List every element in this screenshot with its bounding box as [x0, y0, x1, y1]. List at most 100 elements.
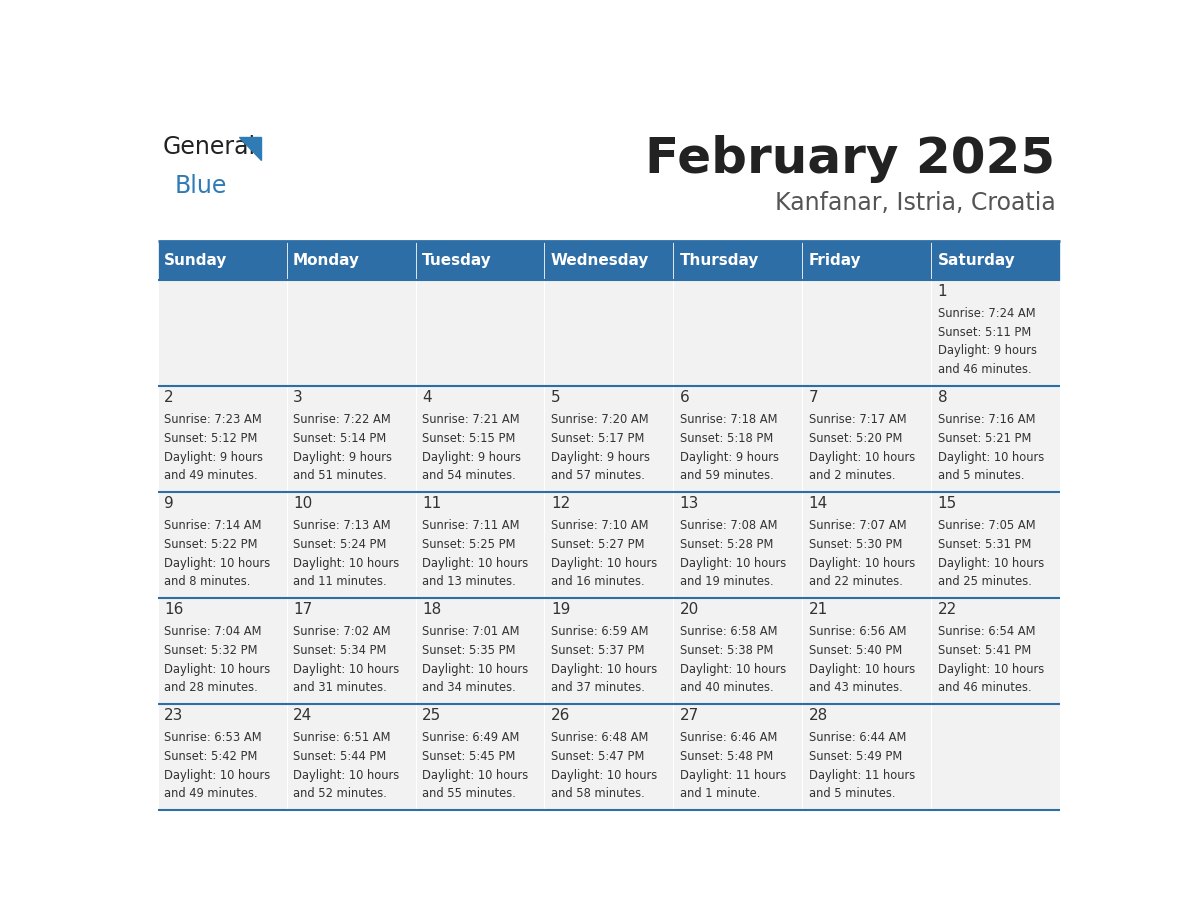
- Text: 3: 3: [293, 390, 303, 405]
- Text: and 8 minutes.: and 8 minutes.: [164, 575, 251, 588]
- Text: Daylight: 10 hours: Daylight: 10 hours: [422, 768, 529, 781]
- Text: Sunrise: 7:20 AM: Sunrise: 7:20 AM: [551, 413, 649, 426]
- Text: Sunset: 5:42 PM: Sunset: 5:42 PM: [164, 750, 258, 763]
- Text: and 59 minutes.: and 59 minutes.: [680, 469, 773, 482]
- Text: and 52 minutes.: and 52 minutes.: [293, 787, 387, 800]
- FancyBboxPatch shape: [416, 492, 544, 598]
- Text: 28: 28: [809, 708, 828, 723]
- Text: and 46 minutes.: and 46 minutes.: [937, 681, 1031, 694]
- Text: and 11 minutes.: and 11 minutes.: [293, 575, 386, 588]
- Text: and 34 minutes.: and 34 minutes.: [422, 681, 516, 694]
- Text: Daylight: 10 hours: Daylight: 10 hours: [164, 556, 271, 569]
- Text: Sunset: 5:17 PM: Sunset: 5:17 PM: [551, 432, 644, 445]
- Text: Daylight: 9 hours: Daylight: 9 hours: [293, 451, 392, 464]
- Text: Monday: Monday: [293, 252, 360, 268]
- Text: Sunrise: 7:07 AM: Sunrise: 7:07 AM: [809, 520, 906, 532]
- Text: Sunrise: 7:04 AM: Sunrise: 7:04 AM: [164, 625, 261, 638]
- Text: Sunset: 5:32 PM: Sunset: 5:32 PM: [164, 644, 258, 657]
- Text: 26: 26: [551, 708, 570, 723]
- Text: Sunset: 5:44 PM: Sunset: 5:44 PM: [293, 750, 386, 763]
- Text: Daylight: 10 hours: Daylight: 10 hours: [293, 768, 399, 781]
- Text: Sunset: 5:47 PM: Sunset: 5:47 PM: [551, 750, 644, 763]
- FancyBboxPatch shape: [802, 386, 931, 492]
- Text: 11: 11: [422, 496, 441, 511]
- Text: Daylight: 10 hours: Daylight: 10 hours: [809, 663, 915, 676]
- Text: and 19 minutes.: and 19 minutes.: [680, 575, 773, 588]
- Text: Sunset: 5:41 PM: Sunset: 5:41 PM: [937, 644, 1031, 657]
- FancyBboxPatch shape: [544, 704, 674, 810]
- Text: 20: 20: [680, 602, 699, 617]
- Text: Sunrise: 7:22 AM: Sunrise: 7:22 AM: [293, 413, 391, 426]
- FancyBboxPatch shape: [931, 598, 1060, 704]
- FancyBboxPatch shape: [416, 241, 544, 280]
- Text: Sunrise: 6:49 AM: Sunrise: 6:49 AM: [422, 732, 519, 744]
- Text: 4: 4: [422, 390, 431, 405]
- Text: Sunset: 5:21 PM: Sunset: 5:21 PM: [937, 432, 1031, 445]
- Text: and 31 minutes.: and 31 minutes.: [293, 681, 387, 694]
- FancyBboxPatch shape: [158, 492, 286, 598]
- FancyBboxPatch shape: [802, 492, 931, 598]
- Text: 9: 9: [164, 496, 173, 511]
- Text: Daylight: 9 hours: Daylight: 9 hours: [551, 451, 650, 464]
- Text: Daylight: 11 hours: Daylight: 11 hours: [809, 768, 915, 781]
- FancyBboxPatch shape: [286, 386, 416, 492]
- Text: Sunset: 5:49 PM: Sunset: 5:49 PM: [809, 750, 902, 763]
- FancyBboxPatch shape: [802, 704, 931, 810]
- FancyBboxPatch shape: [931, 241, 1060, 280]
- Text: Saturday: Saturday: [937, 252, 1016, 268]
- Text: Sunset: 5:11 PM: Sunset: 5:11 PM: [937, 326, 1031, 339]
- Text: Sunrise: 6:56 AM: Sunrise: 6:56 AM: [809, 625, 906, 638]
- FancyBboxPatch shape: [674, 492, 802, 598]
- Text: Sunset: 5:20 PM: Sunset: 5:20 PM: [809, 432, 902, 445]
- Text: Daylight: 10 hours: Daylight: 10 hours: [809, 451, 915, 464]
- Text: Daylight: 10 hours: Daylight: 10 hours: [937, 451, 1044, 464]
- Text: and 55 minutes.: and 55 minutes.: [422, 787, 516, 800]
- Text: Friday: Friday: [809, 252, 861, 268]
- Text: Daylight: 10 hours: Daylight: 10 hours: [551, 663, 657, 676]
- FancyBboxPatch shape: [674, 280, 802, 386]
- Text: and 40 minutes.: and 40 minutes.: [680, 681, 773, 694]
- Text: Daylight: 10 hours: Daylight: 10 hours: [680, 556, 786, 569]
- FancyBboxPatch shape: [802, 280, 931, 386]
- Text: Sunset: 5:18 PM: Sunset: 5:18 PM: [680, 432, 773, 445]
- Text: and 54 minutes.: and 54 minutes.: [422, 469, 516, 482]
- Text: 6: 6: [680, 390, 689, 405]
- FancyBboxPatch shape: [416, 386, 544, 492]
- Text: Daylight: 10 hours: Daylight: 10 hours: [551, 768, 657, 781]
- Text: and 5 minutes.: and 5 minutes.: [937, 469, 1024, 482]
- Text: and 37 minutes.: and 37 minutes.: [551, 681, 645, 694]
- Text: Sunset: 5:24 PM: Sunset: 5:24 PM: [293, 538, 386, 551]
- Text: and 2 minutes.: and 2 minutes.: [809, 469, 895, 482]
- FancyBboxPatch shape: [674, 386, 802, 492]
- Text: Sunset: 5:30 PM: Sunset: 5:30 PM: [809, 538, 902, 551]
- Text: Blue: Blue: [175, 174, 227, 197]
- Text: Daylight: 10 hours: Daylight: 10 hours: [937, 663, 1044, 676]
- Text: Sunrise: 7:18 AM: Sunrise: 7:18 AM: [680, 413, 777, 426]
- FancyBboxPatch shape: [286, 598, 416, 704]
- Text: Sunset: 5:35 PM: Sunset: 5:35 PM: [422, 644, 516, 657]
- FancyBboxPatch shape: [544, 492, 674, 598]
- FancyBboxPatch shape: [674, 241, 802, 280]
- Text: Sunrise: 7:01 AM: Sunrise: 7:01 AM: [422, 625, 519, 638]
- Text: Sunrise: 7:08 AM: Sunrise: 7:08 AM: [680, 520, 777, 532]
- Text: Daylight: 9 hours: Daylight: 9 hours: [422, 451, 522, 464]
- FancyBboxPatch shape: [286, 241, 416, 280]
- Text: Sunrise: 7:13 AM: Sunrise: 7:13 AM: [293, 520, 391, 532]
- FancyBboxPatch shape: [544, 241, 674, 280]
- Text: Sunset: 5:37 PM: Sunset: 5:37 PM: [551, 644, 644, 657]
- Text: and 58 minutes.: and 58 minutes.: [551, 787, 645, 800]
- Text: and 49 minutes.: and 49 minutes.: [164, 469, 258, 482]
- Text: Sunset: 5:48 PM: Sunset: 5:48 PM: [680, 750, 773, 763]
- Polygon shape: [239, 137, 261, 160]
- Text: 16: 16: [164, 602, 183, 617]
- Text: and 51 minutes.: and 51 minutes.: [293, 469, 387, 482]
- FancyBboxPatch shape: [544, 386, 674, 492]
- Text: Tuesday: Tuesday: [422, 252, 492, 268]
- Text: Daylight: 10 hours: Daylight: 10 hours: [680, 663, 786, 676]
- Text: Sunrise: 7:24 AM: Sunrise: 7:24 AM: [937, 308, 1035, 320]
- FancyBboxPatch shape: [158, 704, 286, 810]
- Text: Sunset: 5:40 PM: Sunset: 5:40 PM: [809, 644, 902, 657]
- Text: 5: 5: [551, 390, 561, 405]
- Text: Daylight: 11 hours: Daylight: 11 hours: [680, 768, 786, 781]
- Text: General: General: [163, 135, 255, 159]
